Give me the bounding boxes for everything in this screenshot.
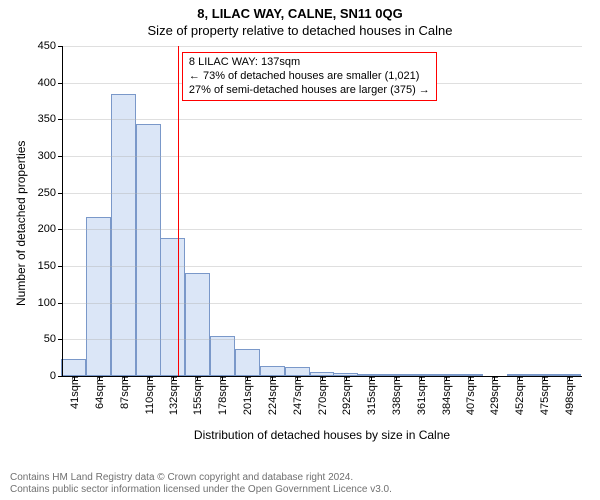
x-tick-label: 384sqm — [439, 376, 453, 415]
x-tick-mark — [371, 376, 372, 380]
footer: Contains HM Land Registry data © Crown c… — [10, 472, 392, 496]
histogram-bar — [185, 273, 210, 376]
subtitle: Size of property relative to detached ho… — [0, 21, 600, 42]
x-axis-label: Distribution of detached houses by size … — [62, 428, 582, 442]
x-tick-label: 361sqm — [414, 376, 428, 415]
x-tick-mark — [544, 376, 545, 380]
x-tick-mark — [297, 376, 298, 380]
x-tick-mark — [99, 376, 100, 380]
footer-line-1: Contains HM Land Registry data © Crown c… — [10, 472, 392, 484]
x-tick-label: 475sqm — [537, 376, 551, 415]
histogram-bar — [210, 336, 235, 376]
x-tick-mark — [272, 376, 273, 380]
x-tick-mark — [569, 376, 570, 380]
x-tick-label: 270sqm — [315, 376, 329, 415]
x-tick-label: 64sqm — [92, 376, 106, 409]
annotation-line-3: 27% of semi-detached houses are larger (… — [189, 84, 430, 98]
x-tick-mark — [197, 376, 198, 380]
x-tick-label: 315sqm — [364, 376, 378, 415]
grid-line — [62, 119, 582, 120]
x-tick-label: 452sqm — [512, 376, 526, 415]
x-tick-mark — [494, 376, 495, 380]
reference-marker-line — [178, 46, 179, 376]
histogram-bar — [235, 349, 260, 376]
x-tick-mark — [519, 376, 520, 380]
x-tick-label: 87sqm — [117, 376, 131, 409]
x-tick-mark — [74, 376, 75, 380]
y-tick-mark — [58, 376, 62, 377]
x-tick-mark — [322, 376, 323, 380]
x-tick-mark — [173, 376, 174, 380]
histogram-bar — [61, 359, 86, 376]
grid-line — [62, 303, 582, 304]
histogram-bar — [160, 238, 185, 376]
x-tick-label: 155sqm — [190, 376, 204, 415]
x-tick-label: 429sqm — [487, 376, 501, 415]
y-tick-mark — [58, 46, 62, 47]
histogram-bar — [86, 217, 111, 376]
page-title: 8, LILAC WAY, CALNE, SN11 0QG — [0, 0, 600, 21]
x-tick-label: 247sqm — [290, 376, 304, 415]
x-tick-mark — [421, 376, 422, 380]
grid-line — [62, 156, 582, 157]
chart-plot-area: 8 LILAC WAY: 137sqm ← 73% of detached ho… — [62, 46, 582, 376]
histogram-bar — [260, 366, 285, 376]
histogram-bar — [285, 367, 310, 376]
y-tick-mark — [58, 303, 62, 304]
histogram-bar — [111, 94, 136, 376]
y-tick-mark — [58, 193, 62, 194]
y-tick-mark — [58, 119, 62, 120]
x-tick-label: 224sqm — [265, 376, 279, 415]
x-tick-mark — [346, 376, 347, 380]
x-tick-label: 292sqm — [339, 376, 353, 415]
x-tick-label: 407sqm — [463, 376, 477, 415]
annotation-line-2: ← 73% of detached houses are smaller (1,… — [189, 70, 430, 84]
y-tick-mark — [58, 156, 62, 157]
x-tick-label: 110sqm — [142, 376, 156, 414]
x-tick-mark — [124, 376, 125, 380]
x-tick-mark — [470, 376, 471, 380]
y-axis-line — [62, 46, 63, 376]
x-tick-label: 338sqm — [389, 376, 403, 415]
footer-line-2: Contains public sector information licen… — [10, 484, 392, 496]
x-tick-mark — [149, 376, 150, 380]
grid-line — [62, 339, 582, 340]
y-axis-label: Number of detached properties — [14, 141, 28, 306]
x-tick-label: 41sqm — [67, 376, 81, 409]
x-tick-mark — [446, 376, 447, 380]
histogram-bar — [136, 124, 161, 376]
x-tick-label: 132sqm — [166, 376, 180, 415]
grid-line — [62, 193, 582, 194]
x-tick-label: 201sqm — [240, 376, 254, 415]
x-tick-mark — [396, 376, 397, 380]
annotation-box: 8 LILAC WAY: 137sqm ← 73% of detached ho… — [182, 52, 437, 101]
grid-line — [62, 266, 582, 267]
y-tick-mark — [58, 339, 62, 340]
y-tick-mark — [58, 83, 62, 84]
annotation-line-1: 8 LILAC WAY: 137sqm — [189, 56, 430, 70]
y-tick-mark — [58, 266, 62, 267]
x-tick-mark — [247, 376, 248, 380]
grid-line — [62, 46, 582, 47]
x-tick-label: 498sqm — [562, 376, 576, 415]
x-tick-mark — [222, 376, 223, 380]
y-tick-mark — [58, 229, 62, 230]
grid-line — [62, 229, 582, 230]
x-tick-label: 178sqm — [215, 376, 229, 415]
